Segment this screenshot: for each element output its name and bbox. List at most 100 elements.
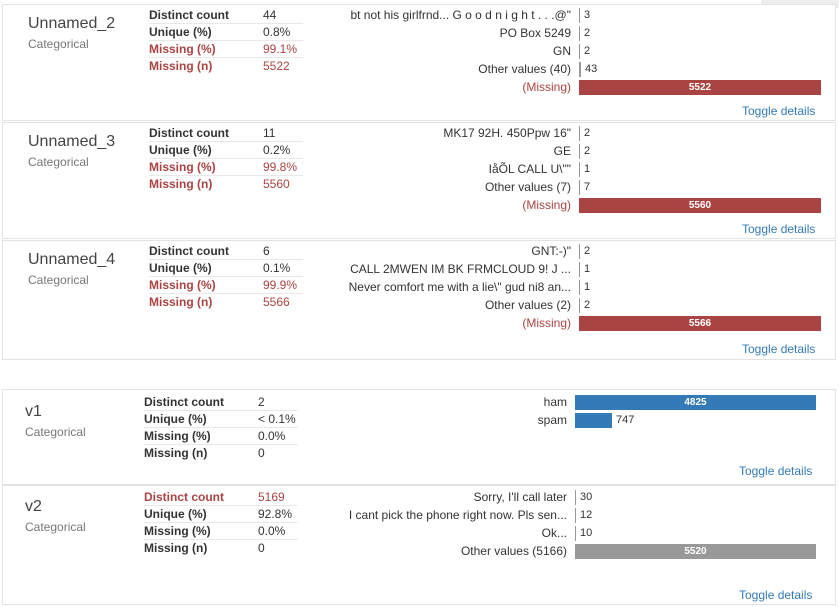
variable-type: Categorical	[25, 520, 86, 534]
stat-label: Distinct count	[144, 490, 224, 504]
toggle-details-link[interactable]: Toggle details	[742, 342, 816, 356]
stat-label: Missing (%)	[149, 278, 216, 292]
stat-label: Distinct count	[149, 8, 229, 22]
frequency-count: 5560	[688, 200, 712, 211]
frequency-label: ham	[543, 395, 567, 409]
stat-value: 92.8%	[258, 507, 293, 521]
stat-value: 0.2%	[263, 143, 291, 157]
stat-label: Distinct count	[149, 244, 229, 258]
frequency-label: IåÕL CALL U\""	[488, 162, 571, 176]
stat-row: Missing (%) 0.0%	[144, 428, 298, 445]
stats-table: Distinct count 6 Unique (%) 0.1% Missing (%)…	[149, 243, 303, 311]
stat-label: Missing (%)	[144, 429, 211, 443]
frequency-bar	[575, 490, 576, 505]
frequency-label: Other values (2)	[484, 298, 571, 312]
frequency-label: Never comfort me with a lie\" gud ni8 an…	[348, 280, 571, 294]
frequency-bar	[579, 262, 580, 277]
frequency-count: 747	[616, 414, 635, 426]
variable-name: Unnamed_3	[28, 133, 116, 150]
frequency-row: I cant pick the phone right now. Pls sen…	[3, 507, 837, 524]
stat-row: Missing (%) 99.8%	[149, 159, 303, 176]
frequency-row: GNT:-)" 2	[3, 243, 837, 260]
stat-label: Missing (n)	[149, 295, 213, 309]
stat-value: 5560	[263, 177, 290, 191]
stats-table: Distinct count 11 Unique (%) 0.2% Missing (%…	[149, 125, 303, 193]
stat-label: Missing (n)	[149, 59, 213, 73]
stat-row: Distinct count 44	[149, 7, 303, 24]
frequency-label: PO Box 5249	[499, 26, 571, 40]
stat-label: Missing (n)	[144, 541, 208, 555]
stat-row: Missing (n) 5566	[149, 294, 303, 311]
frequency-bar	[579, 298, 580, 313]
frequency-row: Ok... 10	[3, 525, 837, 542]
stat-label: Missing (%)	[149, 42, 216, 56]
frequency-bar: 5522	[579, 80, 821, 95]
stat-value: 6	[263, 244, 270, 258]
frequency-label: GN	[553, 44, 571, 58]
frequency-bar	[579, 62, 581, 77]
frequency-label: Other values (5166)	[460, 544, 567, 558]
stat-value: 0	[258, 541, 265, 555]
frequency-label: Other values (40)	[478, 62, 571, 76]
frequency-label: MK17 92H. 450Ppw 16"	[443, 126, 571, 140]
frequency-row: PO Box 5249 2	[3, 25, 837, 42]
frequency-bar	[579, 126, 580, 141]
variable-name: Unnamed_4	[28, 251, 116, 268]
frequency-count: 1	[584, 163, 591, 175]
stat-value: 44	[263, 8, 277, 22]
frequency-bar	[579, 162, 580, 177]
frequency-row: (Missing) 5560	[3, 197, 837, 214]
frequency-row: GN 2	[3, 43, 837, 60]
toggle-details-link[interactable]: Toggle details	[742, 222, 816, 236]
frequency-row: Other values (40) 43	[3, 61, 837, 78]
frequency-bar	[575, 413, 612, 428]
frequency-label: Other values (7)	[484, 180, 571, 194]
stat-row: Distinct count 2	[144, 394, 298, 411]
frequency-row: (Missing) 5522	[3, 79, 837, 96]
stats-table: Distinct count 44 Unique (%) 0.8% Missing (%…	[149, 7, 303, 75]
stat-value: 99.9%	[263, 278, 298, 292]
frequency-count: 2	[584, 245, 591, 257]
frequency-count: 4825	[684, 397, 707, 408]
stat-label: Missing (n)	[144, 446, 208, 460]
stat-label: Unique (%)	[149, 261, 212, 275]
frequency-bar	[575, 526, 576, 541]
frequency-count: 5566	[688, 318, 712, 329]
frequency-bar: 5566	[579, 316, 821, 331]
toggle-details-link[interactable]: Toggle details	[739, 464, 813, 478]
frequency-row: ham 4825	[3, 394, 837, 411]
frequency-row: (Missing) 5566	[3, 315, 837, 332]
frequency-label: GNT:-)"	[531, 244, 571, 258]
toggle-details-link[interactable]: Toggle details	[739, 588, 813, 602]
frequency-bar	[579, 180, 580, 195]
stat-value: 0.0%	[258, 524, 286, 538]
variable-name: v2	[25, 498, 42, 515]
stat-label: Missing (n)	[149, 177, 213, 191]
frequency-count: 2	[584, 145, 591, 157]
stat-row: Unique (%) 0.2%	[149, 142, 303, 159]
stat-value: 2	[258, 395, 265, 409]
frequency-row: spam 747	[3, 412, 837, 429]
toggle-details-link[interactable]: Toggle details	[742, 104, 816, 118]
stat-value: 0.8%	[263, 25, 291, 39]
stat-value: 0	[258, 446, 265, 460]
stat-row: Missing (%) 0.0%	[144, 523, 298, 540]
frequency-row: IåÕL CALL U\"" 1	[3, 161, 837, 178]
frequency-row: Other values (5166) 5520	[3, 543, 837, 560]
stat-label: Unique (%)	[149, 143, 212, 157]
frequency-count: 30	[580, 491, 593, 503]
variable-name: v1	[25, 403, 42, 420]
frequency-bar	[579, 26, 580, 41]
frequency-row: GE 2	[3, 143, 837, 160]
frequency-count: 1	[584, 263, 591, 275]
frequency-label: GE	[553, 144, 571, 158]
frequency-count: 2	[584, 299, 591, 311]
stat-label: Unique (%)	[144, 412, 207, 426]
variable-type: Categorical	[28, 273, 89, 287]
variable-section-unnamed-2: Unnamed_2 Categorical Distinct count 44 Uniq…	[2, 4, 836, 121]
stat-row: Distinct count 5169	[144, 489, 298, 506]
variable-section-v2: v2 Categorical Distinct count 5169 Unique (%…	[2, 485, 836, 605]
frequency-count: 2	[584, 127, 591, 139]
stats-table: Distinct count 5169 Unique (%) 92.8% Missing…	[144, 489, 298, 557]
frequency-row: Other values (2) 2	[3, 297, 837, 314]
